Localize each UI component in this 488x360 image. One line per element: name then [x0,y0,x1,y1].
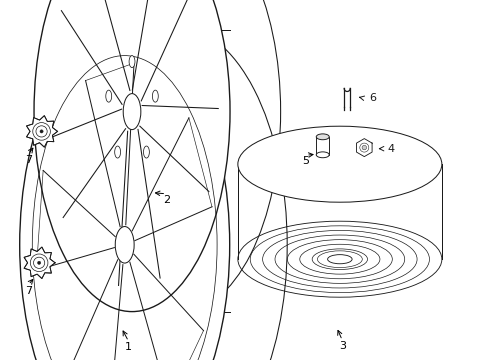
Ellipse shape [34,0,229,312]
Ellipse shape [327,255,351,264]
Text: 5: 5 [302,156,309,166]
Ellipse shape [38,261,41,264]
Polygon shape [26,116,58,147]
Ellipse shape [143,146,149,158]
Ellipse shape [361,145,366,150]
Ellipse shape [123,94,141,130]
Text: 1: 1 [125,342,132,352]
Ellipse shape [316,134,328,140]
Ellipse shape [40,130,43,133]
Ellipse shape [20,30,229,360]
Polygon shape [356,139,371,157]
Ellipse shape [152,90,158,102]
Ellipse shape [115,146,121,158]
Ellipse shape [105,90,111,102]
Ellipse shape [237,126,441,202]
Text: 4: 4 [387,144,394,154]
Text: 7: 7 [25,155,32,165]
Ellipse shape [115,226,134,263]
Text: 2: 2 [163,195,169,205]
Bar [316,137,328,155]
Ellipse shape [129,55,135,68]
Ellipse shape [316,152,328,158]
Text: 7: 7 [25,286,32,296]
Text: 3: 3 [338,341,345,351]
Text: 6: 6 [368,93,375,103]
Polygon shape [24,247,55,279]
